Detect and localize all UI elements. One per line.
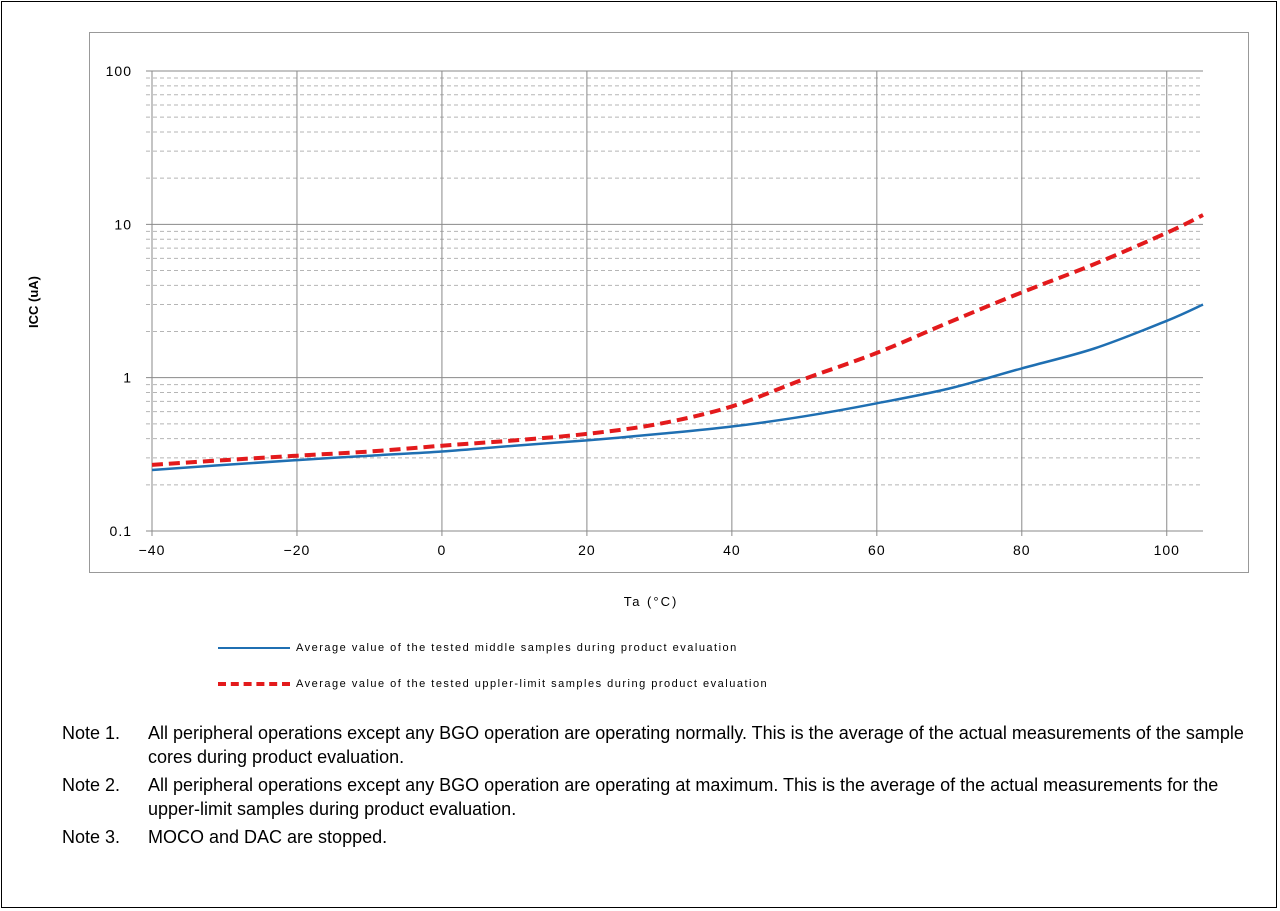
notes-section: Note 1. All peripheral operations except…	[62, 721, 1262, 853]
legend-swatch-solid	[218, 647, 290, 649]
note-3-text: MOCO and DAC are stopped.	[148, 827, 388, 847]
note-3: Note 3. MOCO and DAC are stopped.	[62, 825, 1262, 849]
minor-gridlines	[146, 77, 1203, 486]
legend-label-middle: Average value of the tested middle sampl…	[296, 642, 738, 654]
x-tick-label: −40	[139, 542, 166, 558]
y-tick-label: 0.1	[110, 523, 132, 539]
x-axis-label: Ta (°C)	[624, 594, 679, 609]
note-1-label: Note 1.	[62, 723, 121, 743]
x-tick-label: 100	[1154, 542, 1180, 558]
legend-entry-middle: Average value of the tested middle sampl…	[218, 638, 738, 658]
note-2-text: All peripheral operations except any BGO…	[148, 775, 1219, 819]
note-3-label: Note 3.	[62, 827, 121, 847]
chart-area-border	[89, 32, 1249, 573]
x-tick-label: 0	[438, 542, 447, 558]
series-upper-limit-samples-line	[151, 213, 1204, 467]
y-tick-label: 1	[123, 370, 132, 386]
legend-swatch-dashed	[218, 682, 290, 686]
x-tick-label: 40	[723, 542, 741, 558]
note-2: Note 2. All peripheral operations except…	[62, 773, 1262, 821]
tick-labels: −40 −20 0 20 40 60 80 100 0.1 1 10 100	[106, 63, 1180, 558]
y-axis-label: ICC (uA)	[26, 276, 41, 328]
series-middle-samples-line	[151, 303, 1204, 472]
x-tick-label: 60	[868, 542, 886, 558]
x-tick-label: 80	[1013, 542, 1031, 558]
series-layer	[151, 213, 1204, 472]
x-tick-label: −20	[284, 542, 311, 558]
note-1: Note 1. All peripheral operations except…	[62, 721, 1262, 769]
y-tick-label: 100	[106, 63, 132, 79]
major-gridlines	[146, 70, 1203, 536]
y-tick-label: 10	[114, 216, 132, 232]
note-2-label: Note 2.	[62, 775, 121, 795]
legend-label-upper-limit: Average value of the tested uppler-limit…	[296, 678, 769, 690]
legend-entry-upper-limit: Average value of the tested uppler-limit…	[218, 674, 768, 694]
x-tick-label: 20	[578, 542, 596, 558]
note-1-text: All peripheral operations except any BGO…	[148, 723, 1244, 767]
